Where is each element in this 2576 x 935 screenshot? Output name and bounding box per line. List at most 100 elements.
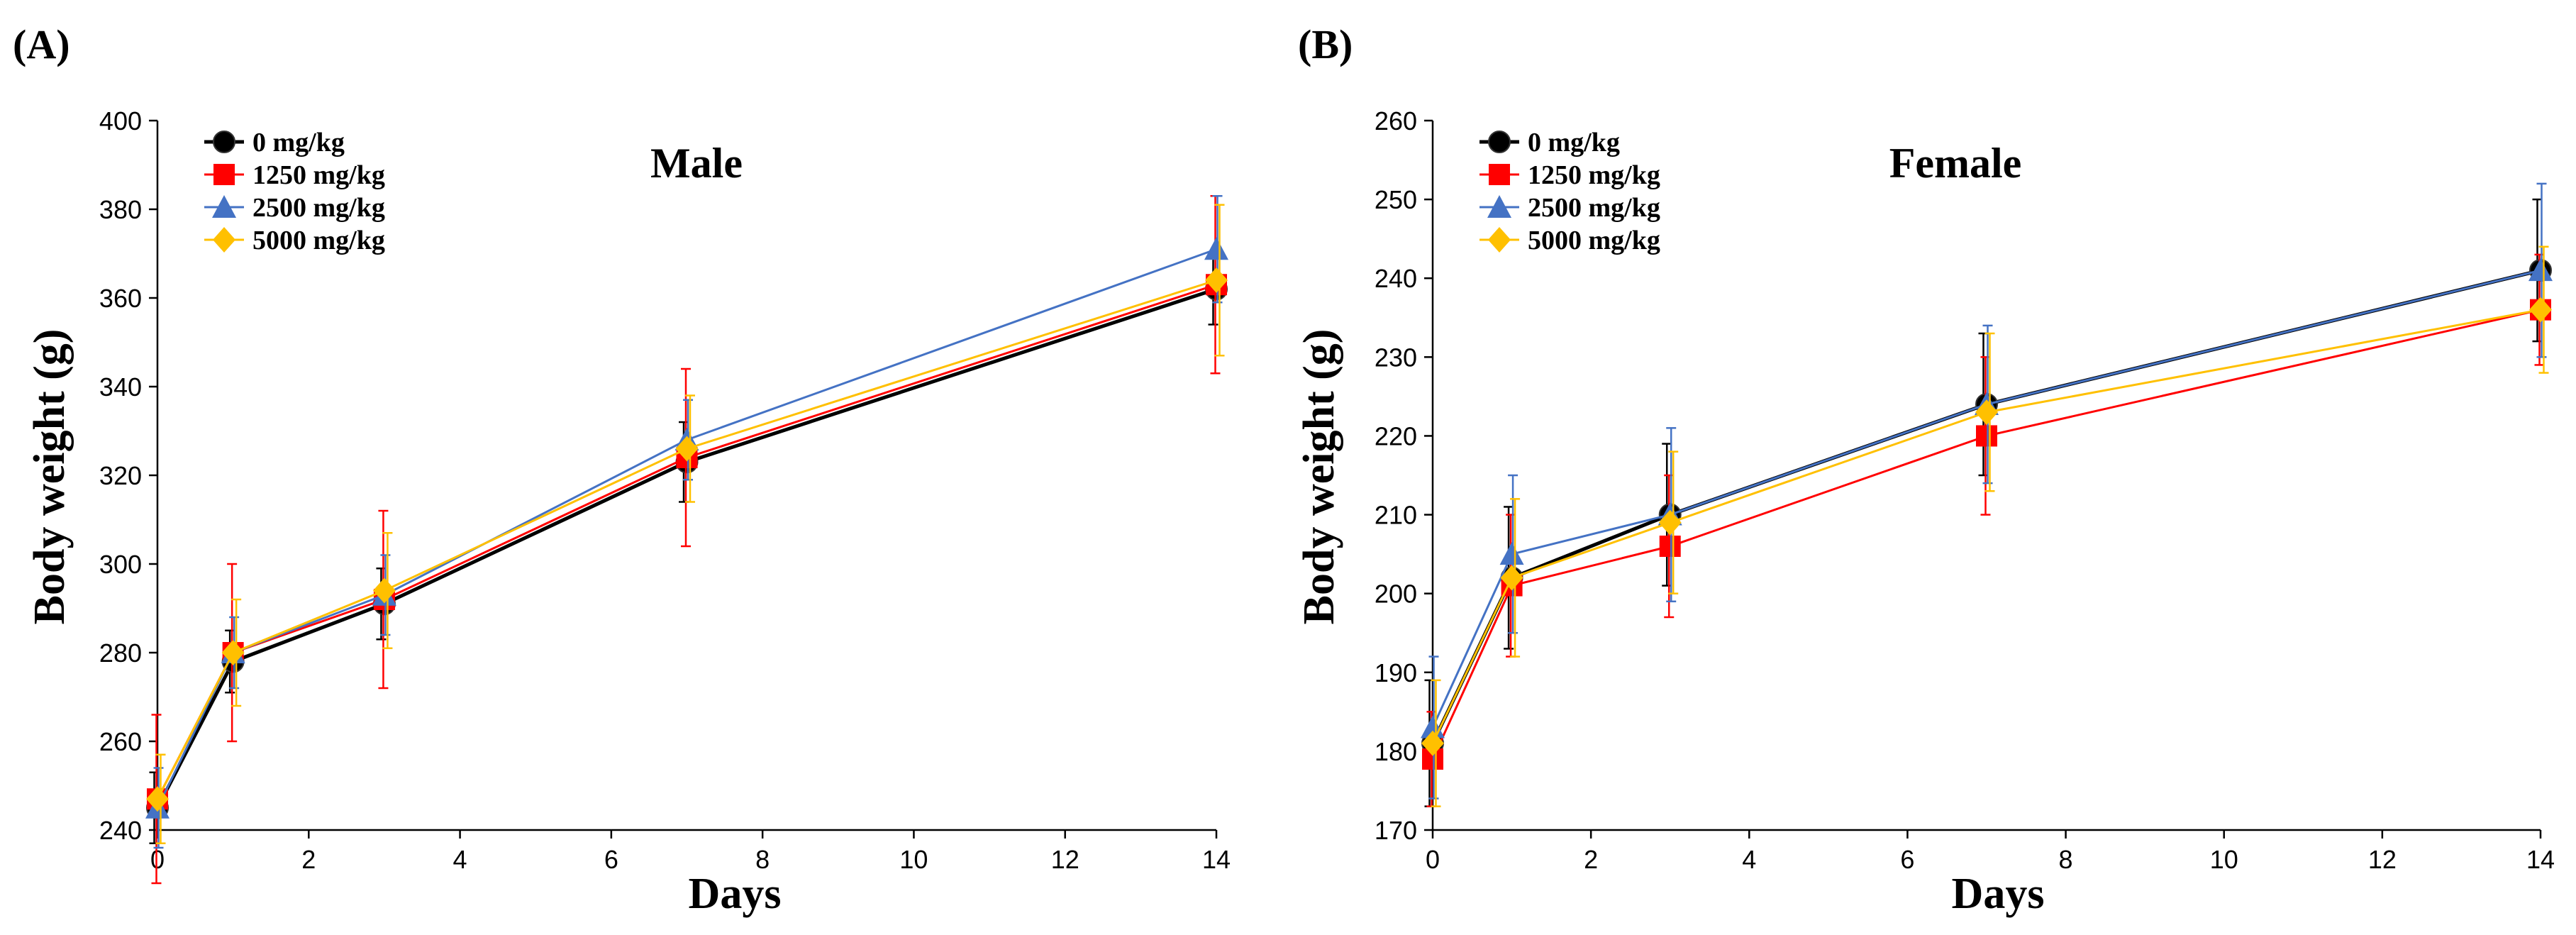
panel-b-y-tick-label: 190 (1375, 658, 1417, 687)
panel-a-legend-label: 1250 mg/kg (252, 160, 385, 190)
panel-b-legend-marker (1489, 164, 1510, 185)
panel-b-x-tick-label: 10 (2210, 845, 2238, 874)
panel-a-y-tick-label: 240 (99, 816, 142, 845)
panel-b-y-tick-label: 220 (1375, 421, 1417, 450)
panel-b-data-point (2529, 297, 2552, 323)
panel-b-y-tick-label: 210 (1375, 501, 1417, 530)
panel-b-data-point (1976, 425, 1997, 447)
panel-a-y-axis-label: Body weight (g) (26, 329, 74, 625)
panel-b-data-point (1500, 565, 1523, 591)
panel-b-series-1 (1422, 253, 2551, 807)
panel-a-series-line (156, 279, 1217, 800)
panel-a-legend-label: 0 mg/kg (252, 128, 345, 157)
panel-a-series-line (155, 287, 1217, 809)
panel-a-data-point (221, 640, 245, 665)
panel-b-x-tick-label: 0 (1426, 845, 1440, 874)
panel-a-data-point (1204, 237, 1228, 260)
panel-b-y-tick-label: 240 (1375, 264, 1417, 293)
panel-b-series-0 (1421, 198, 2552, 807)
panel-a-legend-marker (212, 195, 236, 218)
panel-a-x-tick-label: 12 (1051, 845, 1079, 874)
panel-b-legend-marker (1488, 227, 1511, 253)
panel-a-x-tick-label: 14 (1202, 845, 1231, 874)
panel-b-data-point (1659, 536, 1681, 557)
panel-a-legend-marker (213, 227, 235, 253)
panel-a-legend-item: 0 mg/kg (204, 128, 345, 157)
panel-b-x-tick-label: 14 (2526, 845, 2555, 874)
panel-a-series-line (156, 283, 1217, 800)
panel-b-legend-item: 2500 mg/kg (1479, 193, 1660, 223)
panel-b-title: Female (1889, 140, 2022, 187)
panel-a-x-tick-label: 6 (604, 845, 618, 874)
panel-a-x-tick-label: 0 (150, 845, 165, 874)
panel-b-y-tick-label: 230 (1375, 343, 1417, 372)
panel-b-label: (B) (1298, 21, 1353, 67)
panel-a-y-tick-label: 360 (99, 284, 142, 313)
panel-a-series-2 (145, 195, 1228, 849)
panel-b-y-tick-label: 250 (1375, 185, 1417, 214)
panel-a-data-point (675, 436, 699, 462)
panel-a-legend-item: 5000 mg/kg (204, 226, 385, 255)
panel-b-legend-item: 0 mg/kg (1479, 128, 1620, 157)
panel-a-legend-marker (213, 131, 235, 153)
panel-b-x-tick-label: 2 (1584, 845, 1598, 874)
panel-a-legend-marker (213, 164, 235, 185)
panel-b-y-tick-label: 180 (1375, 737, 1417, 766)
panel-b-legend-marker (1487, 195, 1511, 218)
panel-a-series-1 (147, 195, 1227, 885)
panel-b-series-3 (1421, 245, 2552, 807)
panel-a-series-line (156, 248, 1217, 809)
panel-a-y-tick-label: 300 (99, 550, 142, 579)
panel-b-x-axis-label: Days (1952, 870, 2045, 918)
panel-a-y-tick-label: 260 (99, 727, 142, 756)
panel-a-label: (A) (13, 21, 70, 67)
panel-a-data-point (146, 786, 169, 812)
panel-a-plot: 240 260 280 300 320 340 360 380 400 0 2 4 6 8 10 12 14 0 … (99, 106, 1231, 885)
panel-b-x-tick-label: 6 (1900, 845, 1914, 874)
panel-a-y-tick-label: 400 (99, 106, 142, 135)
panel-b-data-point (1499, 542, 1524, 565)
panel-b-legend-label: 1250 mg/kg (1528, 160, 1660, 190)
panel-a-series-0 (146, 253, 1228, 844)
panel-b-series-line (1431, 269, 2541, 729)
panel-b-y-tick-label: 170 (1375, 816, 1417, 845)
panel-a-legend-label: 2500 mg/kg (252, 193, 385, 223)
panel-b-legend-item: 1250 mg/kg (1479, 160, 1660, 190)
panel-a-legend-item: 2500 mg/kg (204, 193, 385, 223)
panel-a-x-tick-label: 4 (453, 845, 467, 874)
panel-b-x-tick-label: 12 (2368, 845, 2397, 874)
panel-a-y-tick-label: 340 (99, 372, 142, 402)
panel-b-x-tick-label: 8 (2059, 845, 2073, 874)
panel-b-y-tick-label: 200 (1375, 580, 1417, 609)
panel-a-y-tick-label: 380 (99, 195, 142, 224)
panel-b-legend-label: 2500 mg/kg (1528, 193, 1660, 223)
panel-b-x-tick-label: 4 (1742, 845, 1756, 874)
panel-a-data-point (372, 577, 396, 604)
panel-b-legend-label: 0 mg/kg (1528, 128, 1620, 157)
panel-a-title: Male (650, 140, 743, 187)
panel-b-legend-item: 5000 mg/kg (1479, 226, 1660, 255)
panel-a-y-tick-label: 280 (99, 638, 142, 668)
panel-b-legend-marker (1488, 131, 1511, 153)
panel-b-data-point (1975, 399, 1998, 426)
panel-a-x-tick-label: 8 (755, 845, 770, 874)
panel-b-legend-label: 5000 mg/kg (1528, 226, 1660, 255)
panel-a-x-tick-label: 10 (899, 845, 928, 874)
panel-b-data-point (1658, 509, 1682, 536)
panel-a-series-3 (146, 204, 1228, 844)
panel-b-y-axis-label: Body weight (g) (1295, 329, 1343, 625)
panel-b-series-line (1431, 309, 2541, 760)
panel-b-y-tick-label: 260 (1375, 106, 1417, 135)
panel-a-data-point (1205, 267, 1228, 293)
panel-b-data-point (2528, 258, 2553, 282)
panel-b-data-point (1421, 730, 1444, 756)
panel-a-legend-item: 1250 mg/kg (204, 160, 385, 190)
panel-a-y-tick-label: 320 (99, 461, 142, 490)
panel-a-x-tick-label: 2 (301, 845, 316, 874)
panel-a-x-axis-label: Days (689, 870, 782, 918)
panel-b-plot: 170 180 190 200 210 220 230 240 250 260 0 2 4 6 8 10 12 1… (1375, 106, 2555, 874)
panel-a-legend-label: 5000 mg/kg (252, 226, 385, 255)
